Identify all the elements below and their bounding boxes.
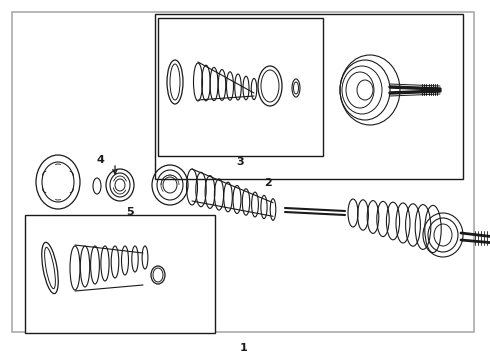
- Bar: [25, 215, 215, 333]
- Text: 4: 4: [96, 155, 104, 165]
- Text: 2: 2: [264, 178, 272, 188]
- Text: 3: 3: [236, 157, 244, 167]
- Text: 1: 1: [240, 343, 248, 353]
- Bar: [155, 14, 463, 179]
- Bar: [12, 12, 474, 332]
- Bar: [158, 18, 323, 156]
- Text: 5: 5: [126, 207, 134, 217]
